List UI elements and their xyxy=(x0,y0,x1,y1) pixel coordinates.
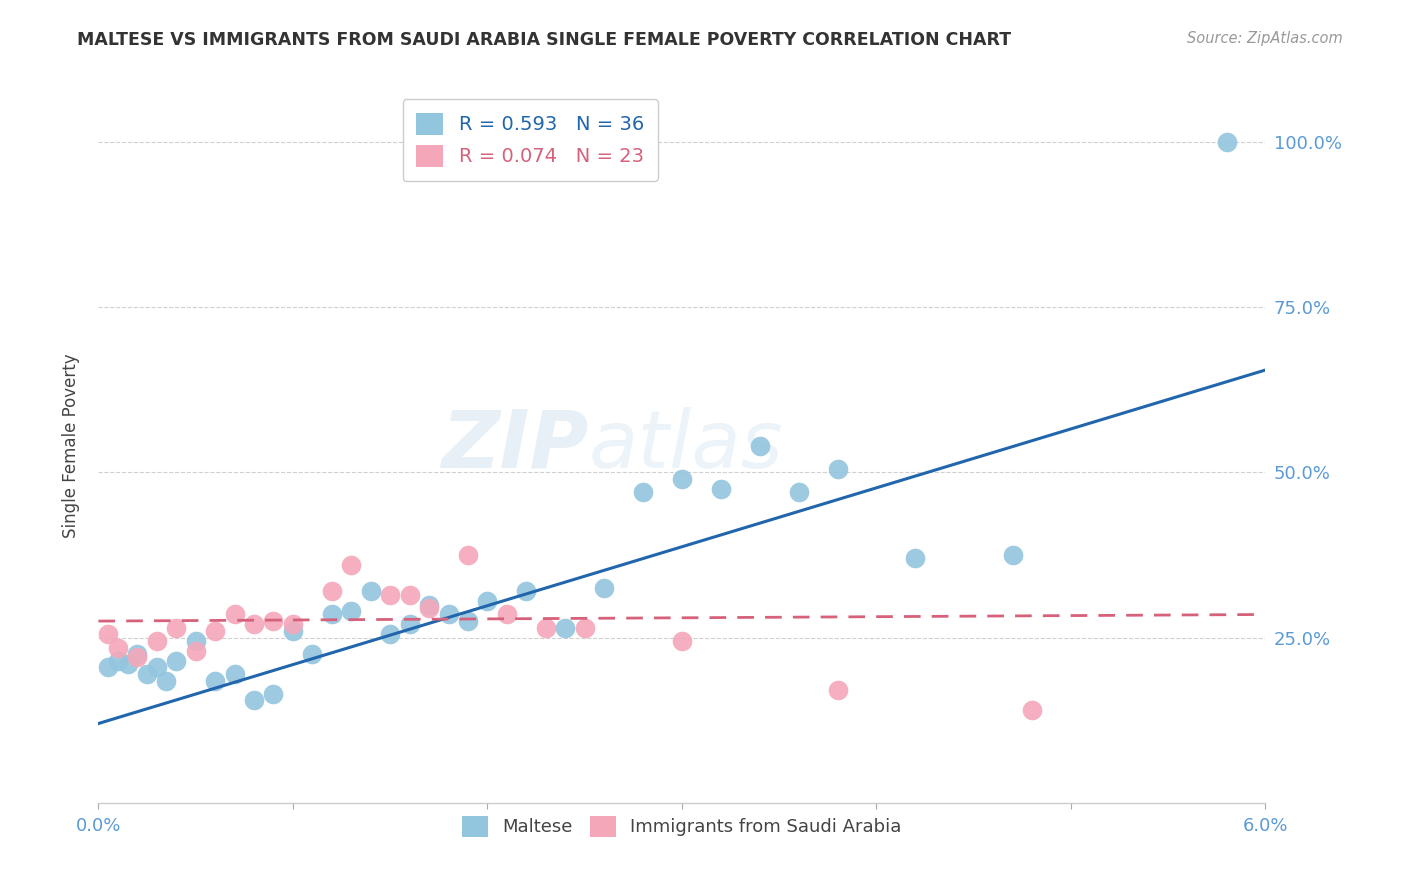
Point xyxy=(1215,135,1237,149)
Point xyxy=(380,627,402,641)
Point xyxy=(165,654,187,668)
Point xyxy=(97,660,120,674)
Point xyxy=(787,485,810,500)
Point xyxy=(146,660,169,674)
Point xyxy=(340,604,363,618)
Point xyxy=(827,462,849,476)
Point xyxy=(224,607,246,622)
Point xyxy=(457,548,479,562)
Point xyxy=(671,472,693,486)
Point xyxy=(136,667,159,681)
Point xyxy=(418,600,440,615)
Point xyxy=(321,584,343,599)
Point xyxy=(127,650,149,665)
Y-axis label: Single Female Poverty: Single Female Poverty xyxy=(62,354,80,538)
Point xyxy=(477,594,499,608)
Point xyxy=(146,634,169,648)
Point xyxy=(155,673,177,688)
Point xyxy=(184,634,207,648)
Point xyxy=(398,617,420,632)
Point xyxy=(554,621,576,635)
Point xyxy=(107,640,129,655)
Point xyxy=(593,581,616,595)
Point xyxy=(262,687,284,701)
Point xyxy=(340,558,363,572)
Legend: Maltese, Immigrants from Saudi Arabia: Maltese, Immigrants from Saudi Arabia xyxy=(456,808,908,844)
Text: Source: ZipAtlas.com: Source: ZipAtlas.com xyxy=(1187,31,1343,46)
Point xyxy=(418,598,440,612)
Point xyxy=(204,624,226,638)
Point xyxy=(281,624,304,638)
Point xyxy=(515,584,537,599)
Point xyxy=(534,621,557,635)
Point xyxy=(127,647,149,661)
Point xyxy=(360,584,382,599)
Point xyxy=(398,588,420,602)
Point xyxy=(97,627,120,641)
Point xyxy=(117,657,139,671)
Point xyxy=(243,617,266,632)
Point xyxy=(380,588,402,602)
Text: atlas: atlas xyxy=(589,407,783,485)
Point xyxy=(748,439,770,453)
Point xyxy=(243,693,266,707)
Text: ZIP: ZIP xyxy=(441,407,589,485)
Point xyxy=(904,551,927,566)
Point xyxy=(224,667,246,681)
Point xyxy=(574,621,596,635)
Point xyxy=(301,647,323,661)
Point xyxy=(827,683,849,698)
Point xyxy=(496,607,519,622)
Point xyxy=(281,617,304,632)
Point xyxy=(184,644,207,658)
Point xyxy=(457,614,479,628)
Point xyxy=(204,673,226,688)
Point xyxy=(107,654,129,668)
Point xyxy=(321,607,343,622)
Point xyxy=(710,482,733,496)
Point xyxy=(1021,703,1043,717)
Point xyxy=(671,634,693,648)
Point xyxy=(1001,548,1024,562)
Point xyxy=(631,485,654,500)
Point xyxy=(262,614,284,628)
Point xyxy=(437,607,460,622)
Text: MALTESE VS IMMIGRANTS FROM SAUDI ARABIA SINGLE FEMALE POVERTY CORRELATION CHART: MALTESE VS IMMIGRANTS FROM SAUDI ARABIA … xyxy=(77,31,1011,49)
Point xyxy=(165,621,187,635)
